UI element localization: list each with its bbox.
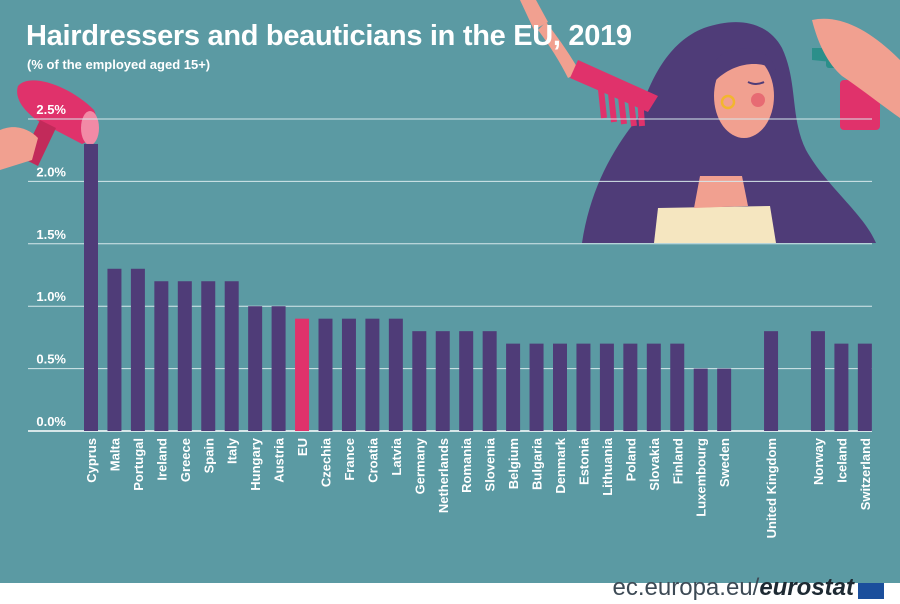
chart-subtitle: (% of the employed aged 15+) bbox=[27, 57, 211, 72]
x-tick-label: Austria bbox=[272, 437, 287, 483]
woman-illustration bbox=[582, 22, 876, 244]
bar-eu bbox=[295, 318, 310, 431]
x-tick-label: EU bbox=[295, 438, 310, 456]
x-tick-label: Luxembourg bbox=[694, 438, 709, 517]
bar-switzerland bbox=[857, 343, 872, 431]
eu-flag-icon bbox=[858, 583, 884, 599]
bar-portugal bbox=[130, 268, 145, 431]
bar-malta bbox=[107, 268, 122, 431]
bar-hungary bbox=[248, 306, 263, 431]
x-tick-label: Greece bbox=[178, 438, 193, 482]
bar-netherlands bbox=[435, 331, 450, 431]
bar-croatia bbox=[365, 318, 380, 431]
x-tick-label: Belgium bbox=[506, 438, 521, 489]
x-tick-label: Hungary bbox=[248, 437, 263, 491]
x-tick-label: Spain bbox=[201, 438, 216, 473]
x-tick-label: Switzerland bbox=[858, 438, 873, 510]
bar-poland bbox=[623, 343, 638, 431]
spray-bottle-illustration bbox=[812, 18, 900, 130]
x-tick-label: Germany bbox=[412, 437, 427, 494]
eurostat-link[interactable]: ec.europa.eu/eurostat bbox=[613, 576, 854, 600]
bar-iceland bbox=[834, 343, 849, 431]
x-tick-label: Croatia bbox=[365, 437, 380, 483]
bar-germany bbox=[412, 331, 427, 431]
y-axis-ticks: 0.0% 0.5% 1.0% 1.5% 2.0% 2.5% bbox=[36, 102, 66, 429]
x-tick-label: Finland bbox=[670, 438, 685, 484]
y-tick-label: 2.0% bbox=[36, 164, 66, 179]
x-tick-label: Romania bbox=[459, 437, 474, 493]
x-tick-label: Netherlands bbox=[436, 438, 451, 513]
y-tick-label: 1.0% bbox=[36, 289, 66, 304]
y-tick-label: 0.5% bbox=[36, 352, 66, 367]
comb-illustration bbox=[520, 0, 658, 127]
x-tick-label: Malta bbox=[107, 437, 122, 471]
footer: ec.europa.eu/eurostat bbox=[0, 576, 900, 600]
x-tick-label: France bbox=[342, 438, 357, 481]
x-tick-label: Slovakia bbox=[647, 437, 662, 491]
bar-slovakia bbox=[646, 343, 661, 431]
bar-cyprus bbox=[84, 143, 98, 431]
x-tick-label: Norway bbox=[811, 437, 826, 485]
x-tick-label: Slovenia bbox=[483, 437, 498, 491]
x-tick-label: Ireland bbox=[154, 438, 169, 481]
x-tick-label: Estonia bbox=[576, 437, 591, 485]
bar-greece bbox=[177, 281, 192, 431]
x-tick-label: Sweden bbox=[717, 438, 732, 487]
x-tick-label: Iceland bbox=[834, 438, 849, 483]
bar-sweden bbox=[717, 368, 732, 431]
bars bbox=[84, 143, 872, 431]
bar-united-kingdom bbox=[764, 331, 779, 431]
y-tick-label: 2.5% bbox=[36, 102, 66, 117]
x-tick-label: Denmark bbox=[553, 437, 568, 493]
bar-latvia bbox=[388, 318, 403, 431]
x-tick-label: Czechia bbox=[319, 437, 334, 487]
x-tick-label: Bulgaria bbox=[530, 437, 545, 490]
bar-lithuania bbox=[599, 343, 614, 431]
bar-estonia bbox=[576, 343, 591, 431]
bar-luxembourg bbox=[693, 368, 708, 431]
x-tick-label: Poland bbox=[623, 438, 638, 481]
hair-dryer-illustration bbox=[0, 80, 99, 170]
chart-title: Hairdressers and beauticians in the EU, … bbox=[26, 20, 632, 52]
bar-slovenia bbox=[482, 331, 497, 431]
footer-brand: eurostat bbox=[759, 574, 854, 601]
y-tick-label: 1.5% bbox=[36, 227, 66, 242]
x-tick-label: Lithuania bbox=[600, 437, 615, 496]
bar-bulgaria bbox=[529, 343, 544, 431]
bar-romania bbox=[459, 331, 474, 431]
bar-spain bbox=[201, 281, 216, 431]
x-tick-label: Italy bbox=[225, 437, 240, 464]
x-tick-label: Portugal bbox=[131, 438, 146, 491]
bar-ireland bbox=[154, 281, 169, 431]
bar-france bbox=[341, 318, 356, 431]
bar-italy bbox=[224, 281, 239, 431]
y-tick-label: 0.0% bbox=[36, 414, 66, 429]
bar-czechia bbox=[318, 318, 333, 431]
bar-denmark bbox=[553, 343, 567, 431]
bar-norway bbox=[810, 331, 825, 431]
x-tick-label: United Kingdom bbox=[764, 438, 779, 538]
x-tick-label: Cyprus bbox=[84, 438, 99, 483]
bar-finland bbox=[670, 343, 685, 431]
gridlines bbox=[28, 118, 872, 432]
footer-domain: ec.europa.eu/ bbox=[612, 574, 760, 601]
bar-austria bbox=[271, 306, 286, 431]
bar-belgium bbox=[506, 343, 521, 431]
x-tick-label: Latvia bbox=[389, 437, 404, 475]
x-axis-labels: Cyprus Malta Portugal Ireland Greece Spain Ita… bbox=[84, 437, 873, 538]
